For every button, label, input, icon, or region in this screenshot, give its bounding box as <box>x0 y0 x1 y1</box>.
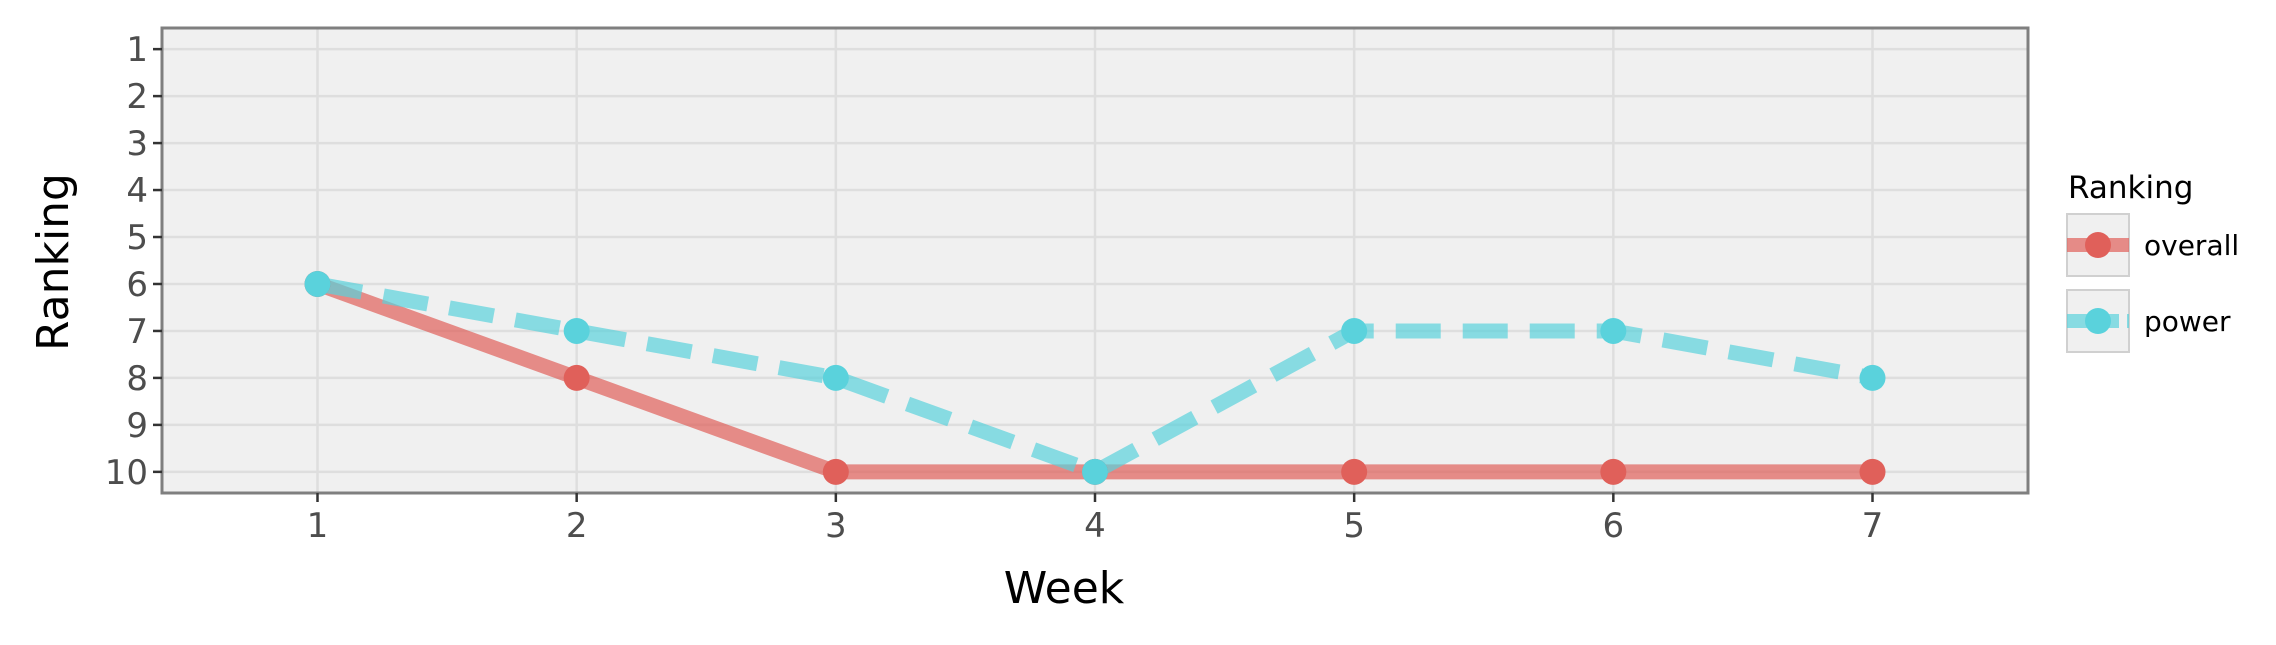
data-point-overall <box>1600 458 1627 485</box>
x-tick-label: 5 <box>1343 506 1365 546</box>
data-point-overall <box>1341 458 1368 485</box>
legend-label-power: power <box>2144 305 2231 338</box>
data-point-overall <box>822 458 849 485</box>
data-point-power <box>304 270 331 297</box>
x-tick-label: 6 <box>1603 506 1625 546</box>
y-tick-label: 2 <box>126 77 148 117</box>
y-tick-label: 4 <box>126 171 148 211</box>
data-point-power <box>563 317 590 344</box>
series-layer <box>304 270 1886 485</box>
data-point-power <box>1341 317 1368 344</box>
data-point-power <box>822 364 849 391</box>
y-tick-label: 7 <box>126 312 148 352</box>
legend: Ranking overall power <box>2066 170 2239 353</box>
y-tick-label: 8 <box>126 359 148 399</box>
legend-title: Ranking <box>2068 170 2193 206</box>
y-tick-label: 6 <box>126 265 148 305</box>
y-tick-label: 10 <box>105 453 148 493</box>
grid <box>162 28 2028 493</box>
data-point-power <box>1600 317 1627 344</box>
data-point-power <box>1859 364 1886 391</box>
y-tick-label: 5 <box>126 218 148 258</box>
data-point-power <box>1082 458 1108 485</box>
y-tick-label: 3 <box>126 124 148 164</box>
legend-marker-overall <box>2085 232 2111 258</box>
legend-label-overall: overall <box>2144 229 2239 262</box>
x-tick-label: 7 <box>1862 506 1884 546</box>
x-tick-label: 2 <box>566 506 588 546</box>
x-tick-label: 3 <box>825 506 847 546</box>
legend-marker-power <box>2085 308 2111 334</box>
y-axis-label: Ranking <box>28 173 79 351</box>
data-point-overall <box>563 364 590 391</box>
data-point-overall <box>1859 458 1886 485</box>
x-axis-label: Week <box>1004 563 1125 614</box>
y-axis: 1 2 3 4 5 6 7 8 9 10 <box>105 30 162 493</box>
x-tick-label: 1 <box>307 506 329 546</box>
x-tick-label: 4 <box>1084 506 1106 546</box>
y-tick-label: 9 <box>126 406 148 446</box>
y-tick-label: 1 <box>126 30 148 70</box>
x-axis: 1 2 3 4 5 6 7 <box>307 493 1884 546</box>
